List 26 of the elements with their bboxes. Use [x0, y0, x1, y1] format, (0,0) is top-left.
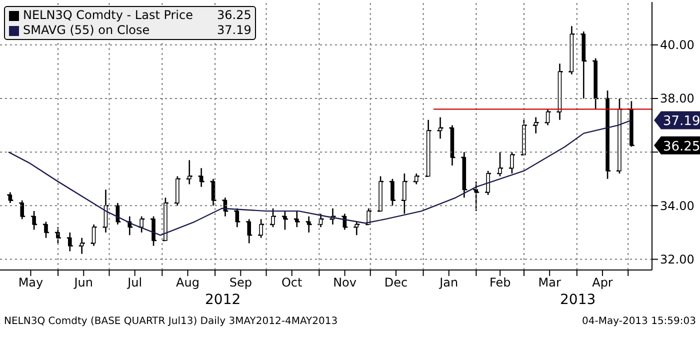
y-tick-label: 34.00 [660, 198, 694, 213]
x-tick-label: Apr [592, 276, 613, 290]
x-tick-label: Jan [438, 276, 458, 290]
text: 36.25 [217, 8, 252, 22]
legend-label: SMAVG (55) on Close [23, 23, 151, 38]
x-tick-label: Sep [229, 276, 252, 290]
y-tick-label: 32.00 [660, 252, 694, 267]
x-tick-label: Mar [538, 276, 561, 290]
annotation: 36.25 [663, 139, 700, 154]
x-tick-label: Oct [281, 276, 303, 290]
x-tick-label: Jul [126, 276, 142, 290]
text: 04-May-2013 15:59:03 [582, 316, 696, 327]
x-tick-label: May [18, 276, 44, 290]
y-tick-label: 38.00 [660, 92, 694, 106]
x-tick-label: Feb [489, 276, 511, 290]
x-tick-label: Nov [333, 276, 356, 290]
text: NELN3Q Comdty (BASE QUARTR Jul13) Daily 3MAY2012-4MAY2013 [4, 316, 338, 327]
text: 2013 [560, 292, 596, 308]
y-tick-label: 40.00 [660, 38, 694, 52]
x-tick-label: Aug [176, 276, 200, 290]
x-tick-label: Dec [384, 276, 408, 290]
annotation: 37.19 [663, 114, 700, 130]
legend-label: NELN3Q Comdty - Last Price [23, 8, 194, 23]
text: 2012 [205, 292, 241, 308]
x-tick-label: Jun [73, 276, 94, 290]
text: 37.19 [217, 23, 252, 37]
